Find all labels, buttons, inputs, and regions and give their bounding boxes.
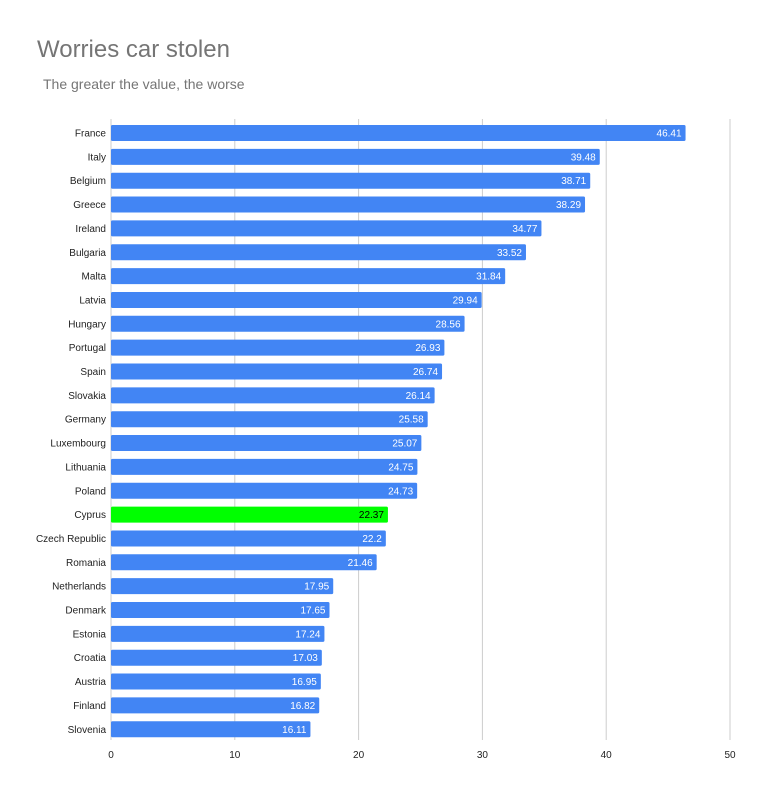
category-label: Lithuania bbox=[65, 462, 106, 473]
x-tick-label: 50 bbox=[724, 750, 736, 761]
bar bbox=[111, 244, 526, 261]
category-label: Hungary bbox=[68, 319, 106, 330]
category-label: France bbox=[75, 129, 107, 140]
bar bbox=[111, 649, 322, 666]
data-label: 17.03 bbox=[293, 653, 318, 664]
data-label: 17.24 bbox=[295, 629, 320, 640]
bar bbox=[111, 220, 542, 237]
category-label: Greece bbox=[73, 200, 106, 211]
bar bbox=[111, 554, 377, 571]
data-label: 16.82 bbox=[290, 701, 315, 712]
bar bbox=[111, 363, 443, 380]
category-label: Portugal bbox=[69, 343, 106, 354]
category-label: Spain bbox=[80, 367, 106, 378]
data-label: 26.93 bbox=[415, 343, 440, 354]
category-label: Slovakia bbox=[68, 391, 106, 402]
category-label: Poland bbox=[75, 486, 106, 497]
bar bbox=[111, 673, 321, 690]
bar bbox=[111, 125, 686, 141]
data-label: 34.77 bbox=[512, 224, 537, 235]
x-tick-label: 20 bbox=[353, 750, 365, 761]
category-label: Ireland bbox=[75, 224, 106, 235]
category-label: Finland bbox=[73, 701, 106, 712]
category-label: Bulgaria bbox=[69, 248, 106, 259]
data-label: 33.52 bbox=[497, 248, 522, 259]
category-label: Romania bbox=[66, 558, 106, 569]
data-label: 28.56 bbox=[436, 319, 461, 330]
bar bbox=[111, 411, 428, 428]
category-label: Estonia bbox=[73, 629, 107, 640]
data-label: 17.65 bbox=[300, 606, 325, 617]
bar bbox=[111, 578, 334, 595]
data-label: 26.74 bbox=[413, 367, 438, 378]
category-label: Austria bbox=[75, 677, 107, 688]
bar bbox=[111, 339, 445, 356]
category-label: Croatia bbox=[74, 653, 107, 664]
bar bbox=[111, 315, 465, 332]
data-label: 16.95 bbox=[292, 677, 317, 688]
data-label: 39.48 bbox=[571, 152, 596, 163]
data-label: 25.58 bbox=[399, 415, 424, 426]
data-label: 22.2 bbox=[362, 534, 382, 545]
data-label: 26.14 bbox=[406, 391, 431, 402]
data-label: 29.94 bbox=[453, 295, 478, 306]
bar bbox=[111, 196, 586, 213]
bar bbox=[111, 172, 591, 189]
data-label: 22.37 bbox=[359, 510, 384, 521]
category-label: Denmark bbox=[65, 606, 107, 617]
bar bbox=[111, 268, 506, 285]
data-label: 24.75 bbox=[388, 462, 413, 473]
data-label: 38.29 bbox=[556, 200, 581, 211]
data-label: 21.46 bbox=[348, 558, 373, 569]
category-label: Belgium bbox=[70, 176, 106, 187]
category-label: Malta bbox=[82, 272, 107, 283]
category-label: Czech Republic bbox=[36, 534, 106, 545]
bar bbox=[111, 625, 325, 642]
category-label: Cyprus bbox=[74, 510, 106, 521]
bar bbox=[111, 506, 388, 523]
category-label: Latvia bbox=[79, 295, 106, 306]
bar bbox=[111, 458, 418, 475]
data-label: 17.95 bbox=[304, 582, 329, 593]
bar bbox=[111, 721, 311, 738]
x-tick-label: 10 bbox=[229, 750, 241, 761]
bar bbox=[111, 482, 418, 499]
bar bbox=[111, 387, 435, 404]
x-tick-label: 40 bbox=[601, 750, 613, 761]
bar bbox=[111, 148, 600, 165]
bar bbox=[111, 291, 482, 308]
x-tick-label: 0 bbox=[108, 750, 114, 761]
data-label: 31.84 bbox=[476, 272, 501, 283]
data-label: 38.71 bbox=[561, 176, 586, 187]
data-label: 24.73 bbox=[388, 486, 413, 497]
x-tick-label: 30 bbox=[477, 750, 489, 761]
bar bbox=[111, 530, 386, 547]
chart-title: Worries car stolen bbox=[37, 36, 230, 63]
category-label: Luxembourg bbox=[50, 439, 106, 450]
category-label: Slovenia bbox=[68, 725, 107, 736]
bar bbox=[111, 602, 330, 618]
bar bbox=[111, 435, 422, 452]
category-label: Germany bbox=[65, 415, 106, 426]
bar bbox=[111, 697, 320, 714]
category-label: Netherlands bbox=[52, 582, 106, 593]
data-label: 25.07 bbox=[392, 439, 417, 450]
data-label: 16.11 bbox=[282, 725, 307, 736]
data-label: 46.41 bbox=[657, 129, 682, 140]
category-label: Italy bbox=[88, 152, 106, 163]
chart-subtitle: The greater the value, the worse bbox=[43, 76, 245, 92]
